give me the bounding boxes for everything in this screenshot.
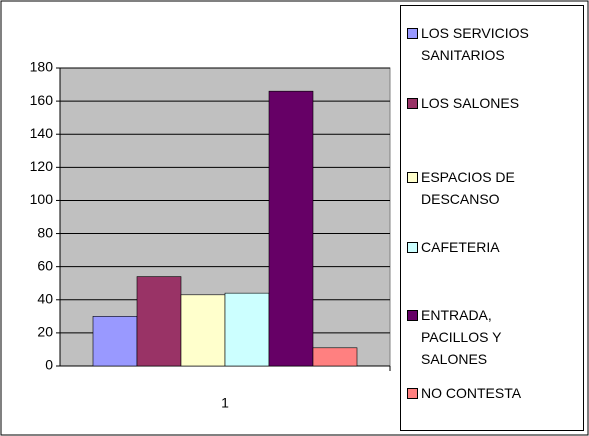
legend-swatch xyxy=(407,388,418,399)
bar xyxy=(92,316,138,367)
bar xyxy=(136,276,182,367)
y-tick-label: 60 xyxy=(37,257,53,273)
legend: LOS SERVICIOS SANITARIOS LOS SALONES ESPAC… xyxy=(400,5,584,431)
bar xyxy=(180,294,226,367)
y-tick-label: 100 xyxy=(30,191,54,207)
y-tick-label: 80 xyxy=(37,224,53,240)
y-tick-label: 20 xyxy=(37,324,53,340)
bar xyxy=(224,292,270,367)
y-tick-label: 160 xyxy=(30,92,54,108)
legend-swatch xyxy=(407,310,418,321)
legend-label: LOS SALONES xyxy=(421,95,520,111)
legend-entry: ENTRADA, PACILLOS Y SALONES xyxy=(407,304,559,370)
legend-label: LOS SERVICIOS SANITARIOS xyxy=(421,25,529,63)
legend-label: ESPACIOS DE DESCANSO xyxy=(421,169,515,207)
legend-entry: LOS SERVICIOS SANITARIOS xyxy=(407,22,559,66)
y-tick-label: 180 xyxy=(30,59,54,75)
legend-swatch xyxy=(407,242,418,253)
y-tick-label: 120 xyxy=(30,158,54,174)
bar xyxy=(268,90,314,367)
y-tick-label: 140 xyxy=(30,125,54,141)
x-tick-label: 1 xyxy=(221,395,229,411)
bar xyxy=(312,347,358,367)
legend-swatch xyxy=(407,98,418,109)
legend-swatch xyxy=(407,28,418,39)
legend-entry: LOS SALONES xyxy=(407,92,559,114)
y-tick-label: 0 xyxy=(45,357,53,373)
legend-entry: NO CONTESTA xyxy=(407,382,559,404)
legend-label: ENTRADA, PACILLOS Y SALONES xyxy=(421,307,502,367)
legend-entry: ESPACIOS DE DESCANSO xyxy=(407,166,559,210)
y-tick-label: 40 xyxy=(37,290,53,306)
legend-swatch xyxy=(407,172,418,183)
legend-label: CAFETERIA xyxy=(421,239,500,255)
legend-entry: CAFETERIA xyxy=(407,236,559,258)
legend-label: NO CONTESTA xyxy=(421,385,522,401)
